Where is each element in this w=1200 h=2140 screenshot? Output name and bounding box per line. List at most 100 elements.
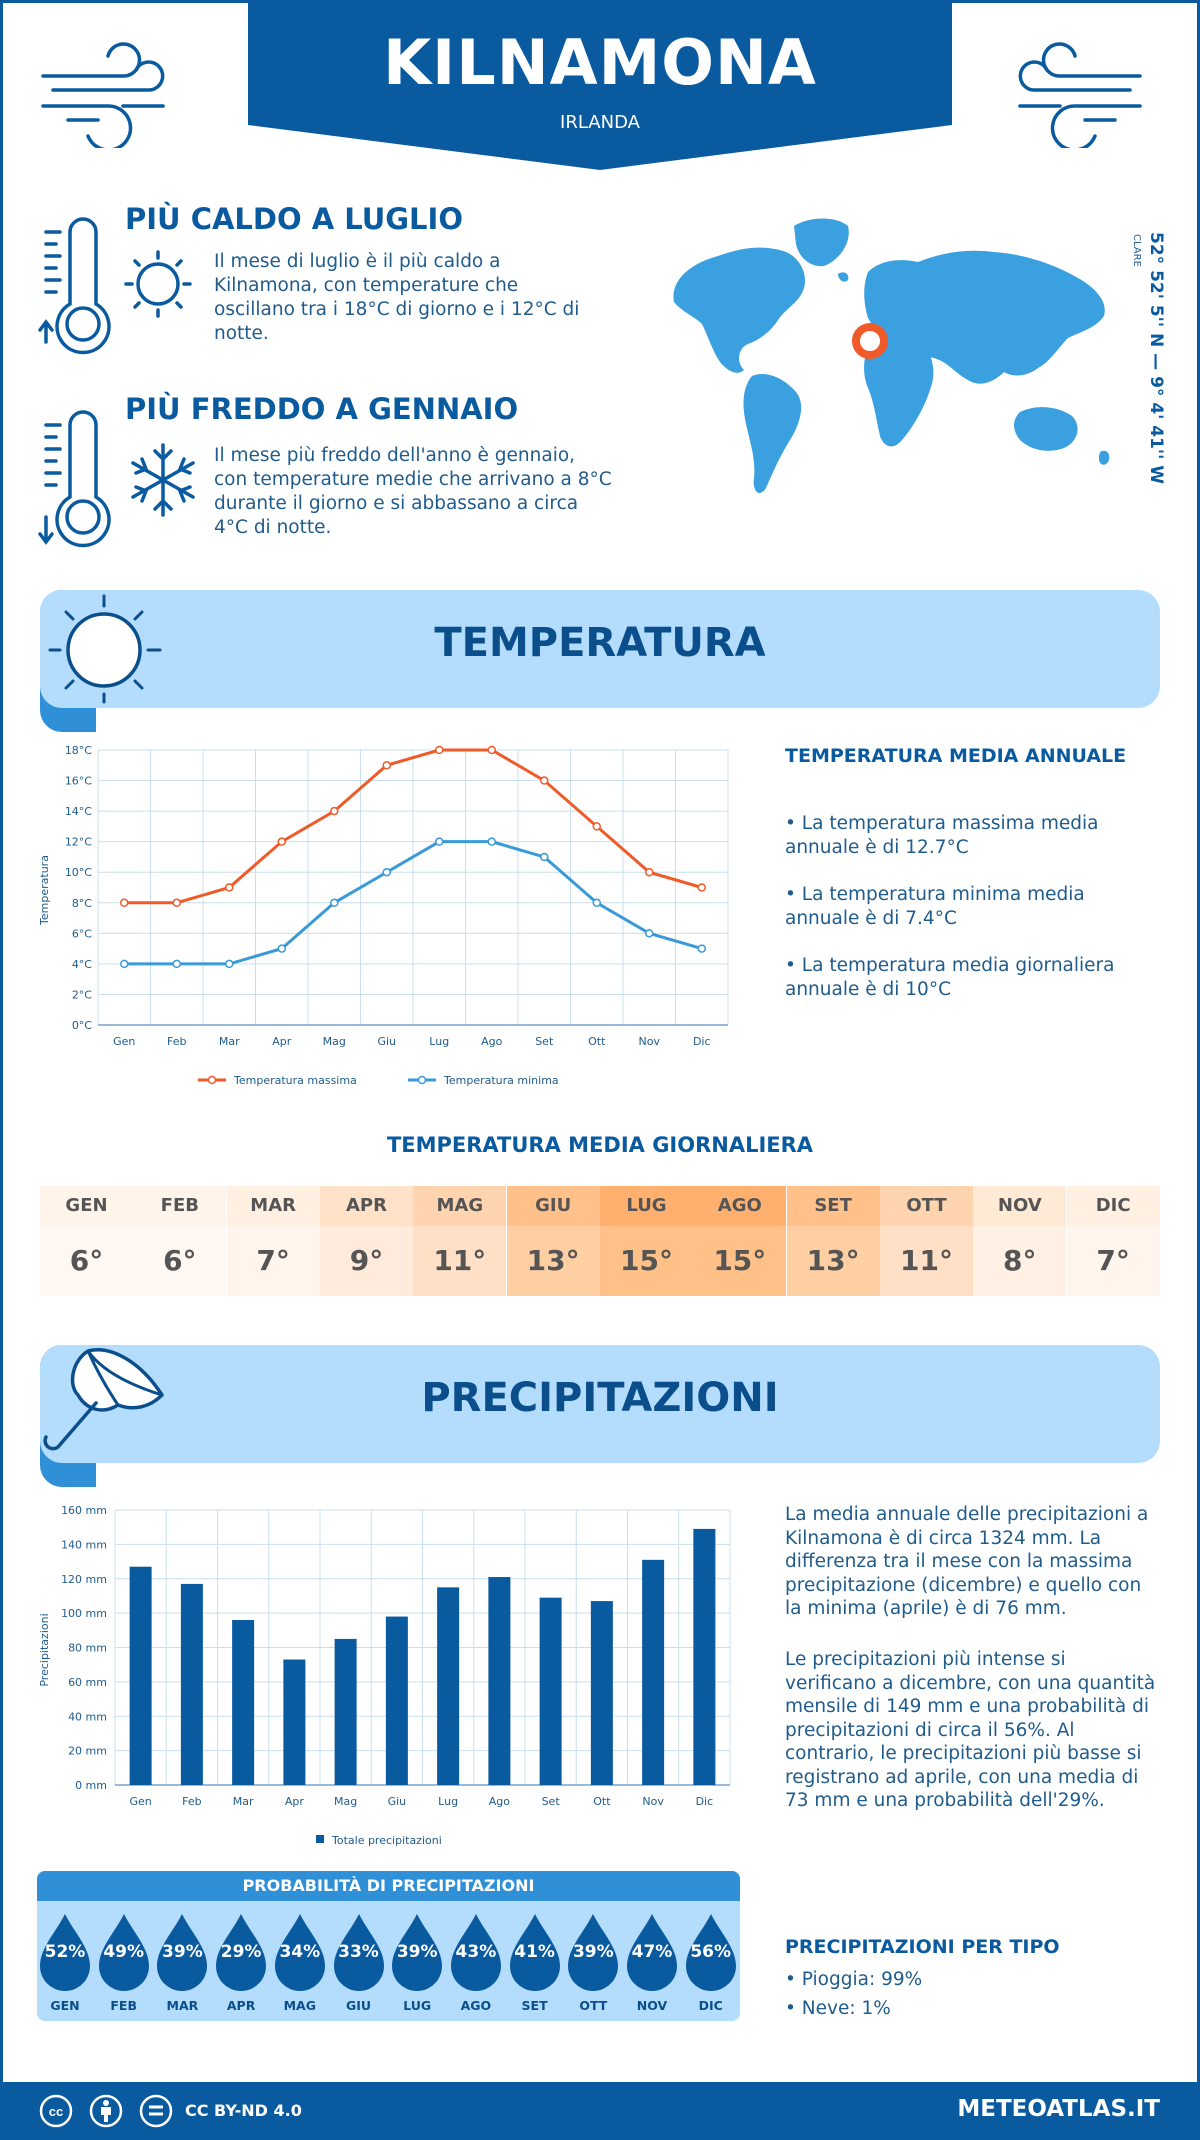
prob-drop: 34% MAG (271, 1912, 329, 2013)
temp-point (487, 837, 496, 846)
prob-month: OTT (579, 1998, 608, 2013)
daily-month: GEN (40, 1186, 133, 1226)
sun-icon (48, 594, 162, 704)
temp-point (697, 883, 706, 892)
temp-point (120, 959, 129, 969)
temp-ytick: 6°C (72, 927, 92, 940)
temp-point (277, 944, 286, 953)
prob-month: GIU (345, 1998, 372, 2013)
precip-ytick: 100 mm (61, 1607, 107, 1620)
precip-bar (232, 1620, 255, 1785)
precip-bar (539, 1597, 562, 1785)
daily-value: 15° (693, 1226, 787, 1296)
temp-xtick: Ott (588, 1035, 606, 1048)
daily-cell: GEN 6° (40, 1186, 133, 1296)
temp-point (487, 745, 496, 755)
warmest-title: PIÙ CALDO A LUGLIO (125, 202, 463, 236)
temp-ytick: 4°C (72, 958, 92, 971)
daily-cell: GIU 13° (506, 1186, 600, 1296)
temp-ytick: 0°C (72, 1019, 92, 1032)
precip-bar (385, 1616, 408, 1785)
prob-value: 49% (103, 1942, 145, 1962)
daily-cell: AGO 15° (693, 1186, 787, 1296)
precip-xtick: Apr (285, 1795, 305, 1808)
coords-block: 52° 52' 5'' N — 9° 4' 41'' W CLARE (1131, 232, 1168, 484)
daily-value: 11° (413, 1226, 507, 1296)
temp-point (645, 929, 654, 938)
temp-daily-title: TEMPERATURA MEDIA GIORNALIERA (386, 1133, 814, 1157)
cc-license-icons[interactable]: cc (38, 2093, 178, 2129)
precip-bar (488, 1577, 511, 1785)
temp-point (172, 898, 181, 908)
temp-series-line (124, 748, 703, 905)
wind-icon (41, 42, 165, 148)
temp-point (435, 837, 444, 846)
daily-value: 8° (973, 1226, 1067, 1296)
raindrop-icon (509, 1914, 560, 1991)
prob-drop: 33% GIU (330, 1912, 388, 2013)
daily-month: SET (786, 1186, 880, 1226)
daily-value: 11° (879, 1226, 973, 1296)
precip-xtick: Lug (438, 1795, 458, 1808)
temp-legend-label: Temperatura minima (443, 1074, 559, 1087)
prob-month: AGO (460, 1998, 492, 2013)
prob-value: 39% (396, 1942, 438, 1962)
temp-legend-label: Temperatura massima (233, 1074, 357, 1087)
daily-month: LUG (599, 1186, 693, 1226)
temp-bullet-1: • La temperatura massima media annuale è… (785, 813, 1099, 858)
prob-drop: 43% AGO (447, 1912, 505, 2013)
daily-value: 6° (40, 1226, 133, 1296)
coords-text: 52° 52' 5'' N — 9° 4' 41'' W (1146, 232, 1166, 485)
temp-ytick: 2°C (72, 988, 92, 1001)
raindrop-icon (627, 1914, 677, 1991)
daily-cell: FEB 6° (133, 1186, 227, 1296)
prob-drop: 52% GEN (36, 1912, 94, 2013)
temp-point (592, 898, 601, 908)
raindrop-icon (685, 1914, 736, 1991)
precip-section-bar (40, 1345, 1160, 1463)
raindrop-icon (40, 1914, 90, 1991)
wind-icon-right (1018, 42, 1142, 148)
precip-type-rain: • Pioggia: 99% (785, 1969, 923, 1990)
temp-xtick: Mar (219, 1035, 240, 1048)
warmest-text: Il mese di luglio è il più caldo a Kilna… (214, 251, 580, 344)
precip-legend-swatch (316, 1835, 324, 1843)
raindrop-icon (392, 1914, 443, 1991)
prob-value: 34% (279, 1942, 321, 1962)
daily-month: OTT (879, 1186, 973, 1226)
precip-legend-label: Totale precipitazioni (331, 1834, 442, 1847)
temp-xtick: Nov (639, 1035, 661, 1048)
temp-point (435, 745, 444, 755)
site-link[interactable]: METEOATLAS.IT (957, 2096, 1160, 2122)
precip-type-snow: • Neve: 1% (785, 1998, 891, 2019)
header-banner (248, 0, 952, 170)
coords-region: CLARE (1131, 234, 1142, 267)
daily-cell: LUG 15° (599, 1186, 693, 1296)
prob-month: MAG (283, 1998, 316, 2013)
temp-section-title: TEMPERATURA (434, 620, 766, 666)
prob-value: 39% (572, 1942, 614, 1962)
prob-drop: 56% DIC (682, 1912, 740, 2013)
daily-cell: OTT 11° (879, 1186, 973, 1296)
temp-xtick: Gen (113, 1035, 135, 1048)
temp-ytick: 14°C (65, 805, 92, 818)
precip-section-title: PRECIPITAZIONI (421, 1375, 779, 1421)
precip-ytick: 0 mm (75, 1779, 107, 1792)
raindrop-icon (157, 1914, 208, 1991)
prob-drop: 29% APR (212, 1912, 270, 2013)
prob-drop: 39% OTT (564, 1912, 622, 2013)
precip-xtick: Ott (593, 1795, 611, 1808)
prob-value: 47% (631, 1942, 673, 1962)
daily-cell: MAG 11° (413, 1186, 507, 1296)
precip-xtick: Giu (388, 1795, 407, 1808)
daily-month: MAR (226, 1186, 320, 1226)
prob-title: PROBABILITÀ DI PRECIPITAZIONI (37, 1871, 740, 1901)
temp-point (277, 837, 286, 846)
precip-ytick: 20 mm (68, 1745, 107, 1758)
precipitation-chart: 0 mm 20 mm 40 mm 60 mm 80 mm 100 mm 120 mm 140 … (38, 1504, 731, 1847)
raindrop-icon (568, 1914, 619, 1991)
temp-point (540, 776, 549, 785)
temperature-chart: 0°C 2°C 4°C 6°C 8°C 10°C 12°C 14°C 16°C 18°C Gen Fe… (38, 744, 729, 1087)
temp-xtick: Giu (377, 1035, 396, 1048)
precip-ytick: 140 mm (61, 1538, 107, 1551)
